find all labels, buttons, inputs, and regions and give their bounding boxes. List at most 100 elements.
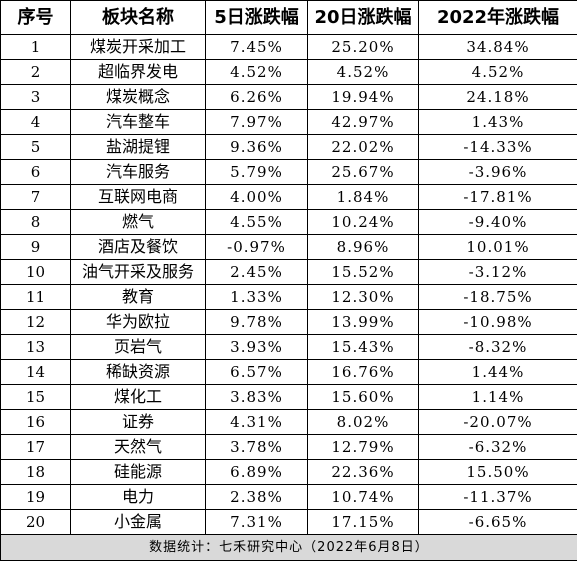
cell-index: 17 <box>0 434 71 460</box>
cell-5day-change: 2.45% <box>205 259 308 285</box>
cell-20day-change: 10.74% <box>307 484 419 510</box>
cell-index: 16 <box>0 409 71 435</box>
cell-sector-name: 油气开采及服务 <box>70 259 206 285</box>
cell-index: 20 <box>0 509 71 535</box>
table-row: 2 超临界发电 4.52% 4.52% 4.52% <box>0 59 577 85</box>
cell-index: 4 <box>0 109 71 135</box>
table-row: 7 互联网电商 4.00% 1.84% -17.81% <box>0 184 577 210</box>
cell-index: 14 <box>0 359 71 385</box>
table-row: 17 天然气 3.78% 12.79% -6.32% <box>0 434 577 460</box>
table-row: 4 汽车整车 7.97% 42.97% 1.43% <box>0 109 577 135</box>
header-5day-change: 5日涨跌幅 <box>205 0 308 35</box>
cell-sector-name: 煤炭开采加工 <box>70 34 206 60</box>
cell-2022-change: -10.98% <box>418 309 577 335</box>
cell-5day-change: 7.97% <box>205 109 308 135</box>
cell-5day-change: -0.97% <box>205 234 308 260</box>
cell-sector-name: 燃气 <box>70 209 206 235</box>
cell-20day-change: 15.52% <box>307 259 419 285</box>
cell-sector-name: 超临界发电 <box>70 59 206 85</box>
header-2022-change: 2022年涨跌幅 <box>418 0 577 35</box>
table-row: 9 酒店及餐饮 -0.97% 8.96% 10.01% <box>0 234 577 260</box>
header-sector-name: 板块名称 <box>70 0 206 35</box>
table-row: 11 教育 1.33% 12.30% -18.75% <box>0 284 577 310</box>
cell-sector-name: 证券 <box>70 409 206 435</box>
cell-index: 5 <box>0 134 71 160</box>
cell-5day-change: 6.26% <box>205 84 308 110</box>
cell-index: 11 <box>0 284 71 310</box>
cell-20day-change: 19.94% <box>307 84 419 110</box>
cell-index: 1 <box>0 34 71 60</box>
table-row: 16 证券 4.31% 8.02% -20.07% <box>0 409 577 435</box>
cell-20day-change: 4.52% <box>307 59 419 85</box>
cell-sector-name: 小金属 <box>70 509 206 535</box>
cell-20day-change: 42.97% <box>307 109 419 135</box>
cell-index: 15 <box>0 384 71 410</box>
table-row: 10 油气开采及服务 2.45% 15.52% -3.12% <box>0 259 577 285</box>
cell-sector-name: 汽车服务 <box>70 159 206 185</box>
table-row: 1 煤炭开采加工 7.45% 25.20% 34.84% <box>0 34 577 60</box>
cell-20day-change: 22.36% <box>307 459 419 485</box>
cell-sector-name: 煤化工 <box>70 384 206 410</box>
table-row: 13 页岩气 3.93% 15.43% -8.32% <box>0 334 577 360</box>
cell-index: 2 <box>0 59 71 85</box>
cell-2022-change: 24.18% <box>418 84 577 110</box>
table-header: 序号 板块名称 5日涨跌幅 20日涨跌幅 2022年涨跌幅 <box>0 0 577 35</box>
cell-index: 19 <box>0 484 71 510</box>
table-row: 12 华为欧拉 9.78% 13.99% -10.98% <box>0 309 577 335</box>
cell-2022-change: -20.07% <box>418 409 577 435</box>
cell-index: 13 <box>0 334 71 360</box>
cell-sector-name: 稀缺资源 <box>70 359 206 385</box>
cell-20day-change: 13.99% <box>307 309 419 335</box>
header-row: 序号 板块名称 5日涨跌幅 20日涨跌幅 2022年涨跌幅 <box>0 0 577 35</box>
cell-20day-change: 22.02% <box>307 134 419 160</box>
cell-index: 6 <box>0 159 71 185</box>
cell-index: 3 <box>0 84 71 110</box>
cell-2022-change: -17.81% <box>418 184 577 210</box>
cell-5day-change: 9.78% <box>205 309 308 335</box>
cell-2022-change: -11.37% <box>418 484 577 510</box>
cell-2022-change: -18.75% <box>418 284 577 310</box>
cell-20day-change: 15.43% <box>307 334 419 360</box>
cell-2022-change: 34.84% <box>418 34 577 60</box>
cell-sector-name: 教育 <box>70 284 206 310</box>
cell-20day-change: 8.96% <box>307 234 419 260</box>
cell-2022-change: 1.44% <box>418 359 577 385</box>
table-row: 5 盐湖提锂 9.36% 22.02% -14.33% <box>0 134 577 160</box>
cell-sector-name: 页岩气 <box>70 334 206 360</box>
table-body: 1 煤炭开采加工 7.45% 25.20% 34.84% 2 超临界发电 4.52% 4.52%… <box>0 34 577 535</box>
cell-sector-name: 汽车整车 <box>70 109 206 135</box>
cell-5day-change: 4.00% <box>205 184 308 210</box>
cell-2022-change: 1.43% <box>418 109 577 135</box>
cell-2022-change: 15.50% <box>418 459 577 485</box>
cell-sector-name: 电力 <box>70 484 206 510</box>
cell-sector-name: 盐湖提锂 <box>70 134 206 160</box>
cell-sector-name: 煤炭概念 <box>70 84 206 110</box>
cell-2022-change: -3.12% <box>418 259 577 285</box>
cell-20day-change: 17.15% <box>307 509 419 535</box>
cell-20day-change: 8.02% <box>307 409 419 435</box>
cell-2022-change: -9.40% <box>418 209 577 235</box>
table-row: 18 硅能源 6.89% 22.36% 15.50% <box>0 459 577 485</box>
cell-sector-name: 互联网电商 <box>70 184 206 210</box>
table-row: 19 电力 2.38% 10.74% -11.37% <box>0 484 577 510</box>
table-row: 14 稀缺资源 6.57% 16.76% 1.44% <box>0 359 577 385</box>
cell-5day-change: 2.38% <box>205 484 308 510</box>
cell-5day-change: 5.79% <box>205 159 308 185</box>
cell-sector-name: 硅能源 <box>70 459 206 485</box>
cell-sector-name: 酒店及餐饮 <box>70 234 206 260</box>
cell-5day-change: 3.78% <box>205 434 308 460</box>
cell-5day-change: 4.52% <box>205 59 308 85</box>
cell-20day-change: 12.30% <box>307 284 419 310</box>
cell-2022-change: -6.65% <box>418 509 577 535</box>
cell-index: 18 <box>0 459 71 485</box>
cell-2022-change: -8.32% <box>418 334 577 360</box>
cell-index: 8 <box>0 209 71 235</box>
cell-5day-change: 4.31% <box>205 409 308 435</box>
cell-index: 10 <box>0 259 71 285</box>
cell-20day-change: 25.67% <box>307 159 419 185</box>
cell-20day-change: 12.79% <box>307 434 419 460</box>
footer-row: 数据统计：七禾研究中心（2022年6月8日） <box>0 534 577 561</box>
source-note: 数据统计：七禾研究中心（2022年6月8日） <box>0 534 577 561</box>
